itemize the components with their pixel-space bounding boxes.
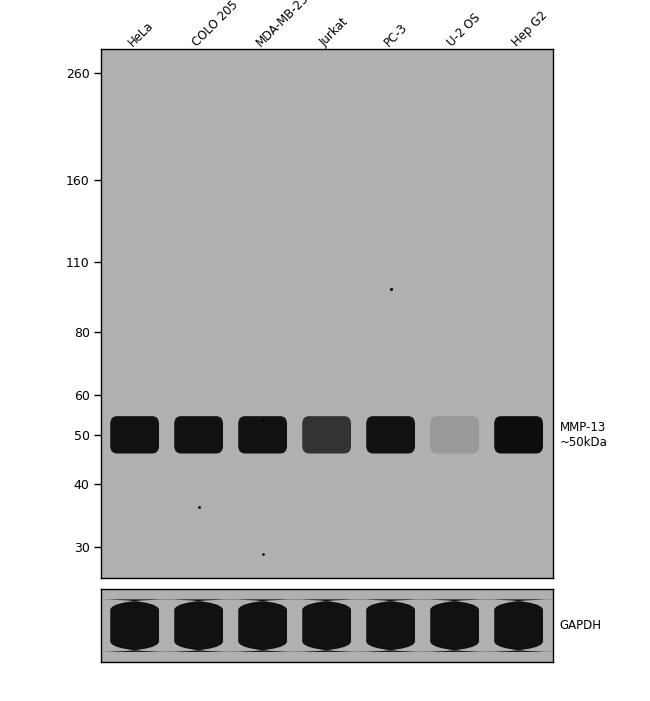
Text: PC-3: PC-3	[382, 21, 410, 49]
Text: MDA-MB-231: MDA-MB-231	[254, 0, 317, 49]
FancyBboxPatch shape	[302, 416, 351, 454]
FancyBboxPatch shape	[92, 599, 177, 652]
Text: U-2 OS: U-2 OS	[445, 11, 484, 49]
FancyBboxPatch shape	[157, 599, 240, 652]
FancyBboxPatch shape	[413, 599, 497, 652]
FancyBboxPatch shape	[348, 599, 433, 652]
Text: Jurkat: Jurkat	[317, 15, 351, 49]
Text: MMP-13
~50kDa: MMP-13 ~50kDa	[560, 421, 607, 449]
FancyBboxPatch shape	[285, 599, 369, 652]
FancyBboxPatch shape	[111, 416, 159, 454]
Text: HeLa: HeLa	[125, 19, 155, 49]
Text: GAPDH: GAPDH	[560, 619, 601, 632]
Text: COLO 205: COLO 205	[189, 0, 240, 49]
FancyBboxPatch shape	[430, 416, 479, 454]
FancyBboxPatch shape	[476, 599, 561, 652]
FancyBboxPatch shape	[220, 599, 305, 652]
FancyBboxPatch shape	[174, 416, 223, 454]
Text: Hep G2: Hep G2	[510, 9, 550, 49]
FancyBboxPatch shape	[239, 416, 287, 454]
FancyBboxPatch shape	[366, 416, 415, 454]
FancyBboxPatch shape	[494, 416, 543, 454]
